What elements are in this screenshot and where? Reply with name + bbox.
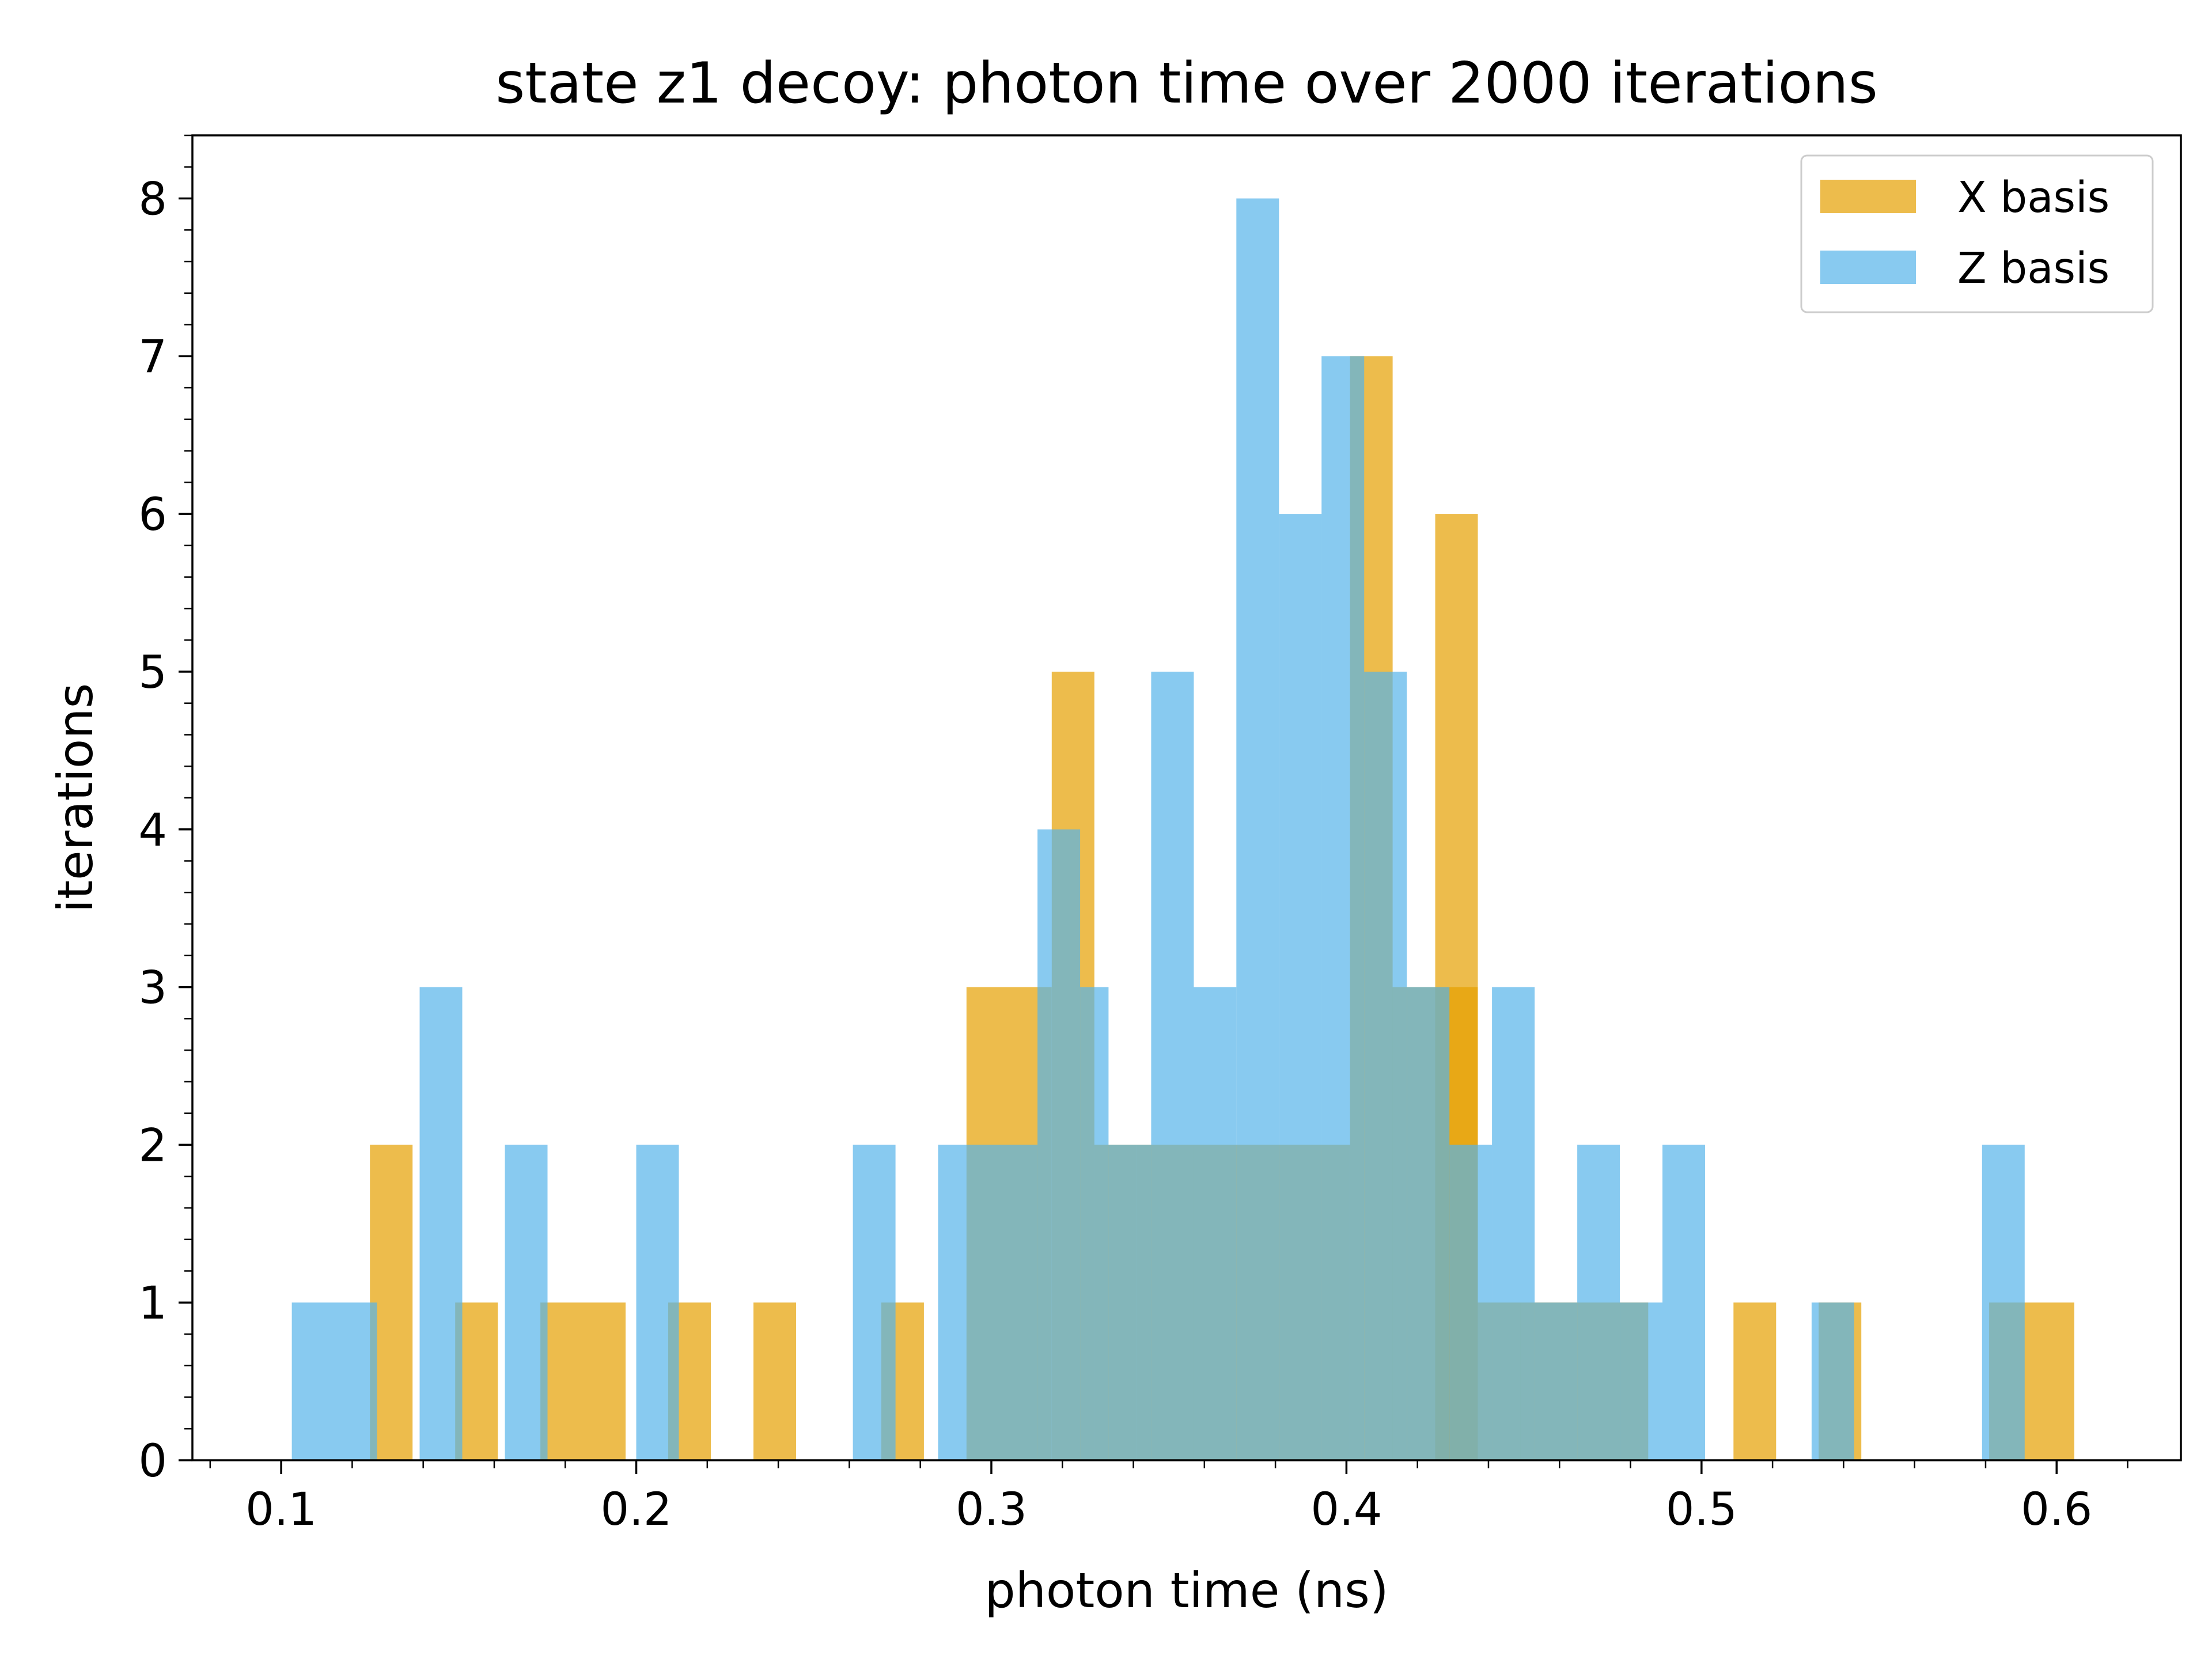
y-tick-label: 6 [138, 489, 167, 541]
x-tick-label: 0.2 [601, 1484, 672, 1536]
y-tick-label: 3 [138, 963, 167, 1014]
y-tick-label: 4 [138, 805, 167, 857]
legend-label-z-basis: Z basis [1957, 244, 2109, 293]
y-tick-label: 8 [138, 174, 167, 226]
z-basis-bar [1577, 1145, 1620, 1460]
z-basis-bar [291, 1302, 377, 1460]
x-basis-bar [370, 1145, 413, 1460]
y-axis-label: iterations [47, 683, 104, 913]
chart-title: state z1 decoy: photon time over 2000 it… [495, 51, 1878, 116]
legend-label-x-basis: X basis [1957, 173, 2109, 222]
y-tick-label: 7 [138, 331, 167, 383]
x-basis-bar [753, 1302, 796, 1460]
z-basis-bar [1037, 829, 1081, 1460]
z-basis-bar [1407, 987, 1450, 1460]
z-basis-bar [1279, 514, 1322, 1460]
z-basis-bar [636, 1145, 679, 1460]
legend-swatch-x-basis [1820, 180, 1916, 213]
z-basis-bar [938, 1145, 981, 1460]
z-basis-bar [505, 1145, 548, 1460]
z-basis-bar [1321, 356, 1365, 1460]
z-basis-bar [1194, 987, 1237, 1460]
x-axis-label: photon time (ns) [984, 1562, 1388, 1619]
x-tick-label: 0.5 [1666, 1484, 1737, 1536]
z-basis-bar [1811, 1302, 1854, 1460]
z-basis-bar [1662, 1145, 1705, 1460]
z-basis-bar [1108, 1145, 1152, 1460]
y-axis-ticks: 0 1 2 3 4 5 6 7 8 [138, 134, 192, 1487]
z-basis-bar [1492, 987, 1535, 1460]
x-tick-label: 0.1 [245, 1484, 317, 1536]
x-tick-label: 0.4 [1310, 1484, 1382, 1536]
z-basis-bar [1620, 1302, 1662, 1460]
z-basis-bar [853, 1145, 896, 1460]
z-basis-bar [1535, 1302, 1578, 1460]
legend-swatch-z-basis [1820, 251, 1916, 284]
legend: X basis Z basis [1800, 154, 2154, 313]
x-tick-label: 0.3 [956, 1484, 1027, 1536]
y-tick-label: 0 [138, 1435, 167, 1487]
z-basis-bar [419, 987, 463, 1460]
x-axis-ticks: 0.1 0.2 0.3 0.4 0.5 0.6 [209, 1460, 2128, 1536]
z-basis-bar [1449, 1145, 1493, 1460]
y-tick-label: 2 [138, 1120, 167, 1172]
y-tick-label: 5 [138, 647, 167, 699]
z-basis-bar [1236, 198, 1279, 1460]
x-basis-bar [540, 1302, 626, 1460]
z-basis-bar [1080, 987, 1109, 1460]
x-basis-bar [455, 1302, 498, 1460]
x-tick-label: 0.6 [2021, 1484, 2092, 1536]
z-basis-bar [980, 1145, 1038, 1460]
z-basis-bar [1364, 672, 1407, 1460]
z-basis-bar [1151, 672, 1194, 1460]
z-basis-series [291, 198, 2025, 1460]
z-basis-bar [1982, 1145, 2025, 1460]
x-basis-bar [1733, 1302, 1777, 1460]
y-tick-label: 1 [138, 1278, 167, 1330]
